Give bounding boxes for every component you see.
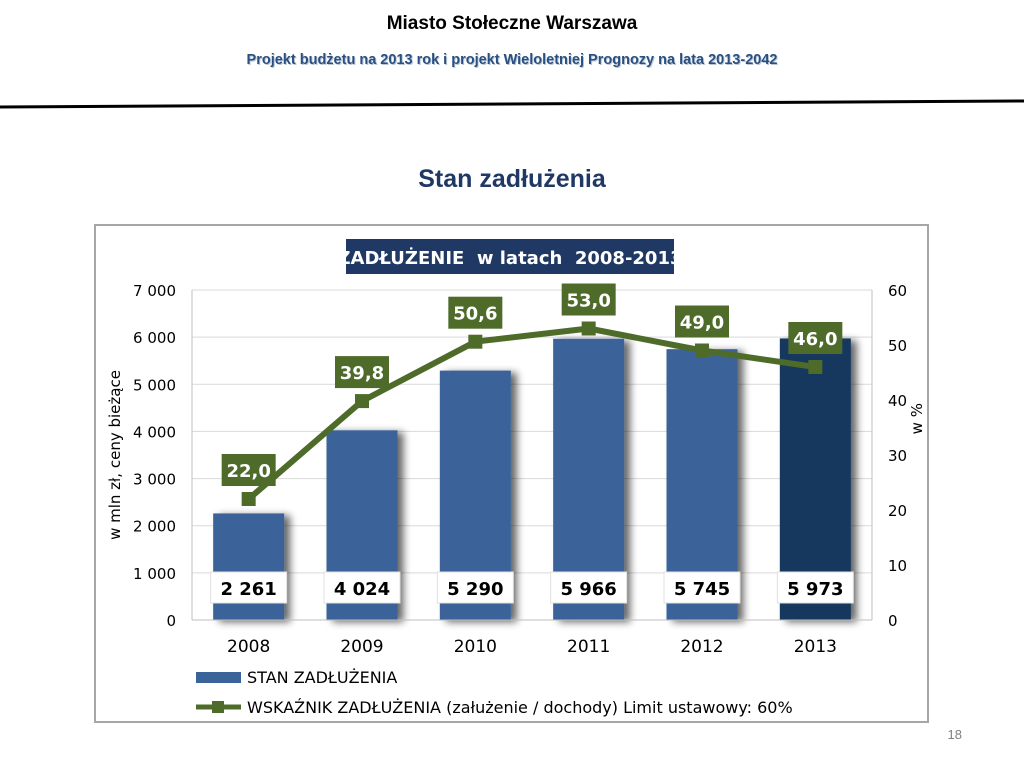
bar-value-box — [663, 571, 741, 604]
ratio-point — [241, 492, 256, 506]
y2-tick-label: 40 — [888, 392, 907, 410]
ratio-value-label: 22,0 — [226, 461, 270, 482]
ratio-value-box — [221, 454, 276, 486]
legend-bar-swatch — [196, 672, 241, 683]
y2-tick-label: 50 — [888, 337, 907, 355]
bar-value-box — [323, 571, 401, 604]
y-tick-label: 0 — [166, 612, 176, 630]
plot-area — [192, 290, 872, 620]
y2-tick-label: 0 — [888, 612, 898, 630]
legend-line-label: WSKAŹNIK ZADŁUŻENIA (załużenie / dochody… — [247, 698, 793, 717]
chart-frame: 0 1 000 2 000 3 000 4 000 5 000 6 000 7 000 0 10 2… — [94, 224, 929, 723]
x-tick-label: 2011 — [567, 637, 610, 657]
y-tick-label: 1 000 — [133, 565, 176, 583]
bar-value-label: 5 290 — [447, 579, 503, 600]
data-labels: 2 261 4 024 5 290 5 966 5 745 5 973 22,0 39,8 50… — [210, 283, 854, 604]
ratio-value-box — [675, 305, 729, 338]
debt-chart: 0 1 000 2 000 3 000 4 000 5 000 6 000 7 000 0 10 2… — [106, 237, 926, 717]
x-tick-label: 2008 — [227, 637, 270, 657]
header-title: Miasto Stołeczne Warszawa — [386, 13, 638, 34]
chart-title: ZADŁUŻENIE w latach 2008-2013 — [337, 247, 682, 269]
y2-tick-label: 60 — [888, 282, 907, 300]
x-tick-label: 2013 — [794, 637, 837, 657]
ratio-value-box — [788, 322, 843, 354]
axes: 0 1 000 2 000 3 000 4 000 5 000 6 000 7 000 0 10 2… — [106, 282, 926, 657]
legend-bar-label: STAN ZADŁUŻENIA — [247, 668, 397, 687]
header-divider — [0, 99, 1024, 109]
bar-value-label: 5 973 — [787, 579, 843, 600]
page-number: 18 — [947, 727, 962, 742]
y2-tick-label: 30 — [888, 447, 907, 465]
ratio-point — [468, 334, 483, 349]
bar-value-box — [436, 571, 514, 604]
bar-value-label: 5 745 — [674, 579, 730, 600]
bar-value-box — [776, 571, 854, 604]
legend-line-marker — [212, 701, 224, 713]
bar — [213, 513, 285, 620]
ratio-line — [246, 325, 816, 502]
bar-value-box — [210, 571, 288, 604]
chart-title-box — [344, 237, 676, 276]
y-tick-label: 7 000 — [133, 282, 176, 300]
page-heading: Stan zadłużenia — [418, 165, 606, 193]
x-tick-label: 2009 — [340, 637, 383, 657]
ratio-point — [695, 343, 709, 358]
y-tick-label: 2 000 — [133, 518, 176, 536]
gridlines — [192, 289, 872, 621]
y-tick-label: 3 000 — [133, 471, 176, 489]
y-tick-label: 5 000 — [133, 376, 176, 394]
ratio-value-label: 46,0 — [793, 329, 837, 350]
y2-tick-label: 20 — [888, 502, 907, 520]
y2-tick-label: 10 — [888, 557, 907, 575]
ratio-point — [808, 360, 823, 374]
ratio-line-series — [241, 321, 823, 506]
ratio-point — [581, 321, 596, 336]
y-tick-label: 4 000 — [133, 423, 176, 441]
bar-value-label: 2 261 — [220, 579, 276, 600]
y-axis-title: w mln zł, ceny bieżące — [106, 370, 124, 540]
ratio-point — [355, 394, 369, 409]
chart-title-group: ZADŁUŻENIE w latach 2008-2013 — [337, 237, 683, 276]
ratio-value-label: 49,0 — [680, 313, 724, 334]
header-subtitle: Projekt budżetu na 2013 rok i projekt Wi… — [246, 52, 778, 68]
ratio-value-box — [448, 296, 503, 329]
x-tick-label: 2010 — [454, 637, 497, 657]
legend: STAN ZADŁUŻENIA WSKAŹNIK ZADŁUŻENIA (zał… — [196, 668, 793, 717]
ratio-value-label: 39,8 — [340, 363, 384, 384]
ratio-value-label: 50,6 — [453, 304, 497, 325]
ratio-value-box — [335, 356, 389, 389]
ratio-value-label: 53,0 — [566, 291, 610, 312]
ratio-value-box — [561, 283, 616, 316]
bar-value-box — [550, 571, 628, 604]
bar-value-label: 5 966 — [560, 579, 616, 600]
plot-background — [192, 290, 872, 620]
y-tick-label: 6 000 — [133, 329, 176, 347]
x-tick-label: 2012 — [680, 637, 723, 657]
bar-value-label: 4 024 — [334, 579, 390, 600]
y2-axis-title: w % — [908, 403, 926, 434]
